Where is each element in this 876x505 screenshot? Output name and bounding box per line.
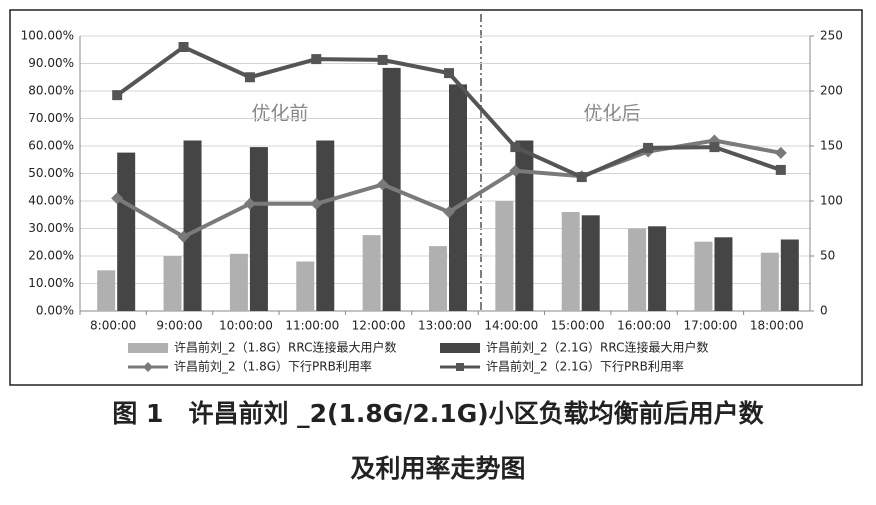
bar — [316, 140, 335, 311]
y-tick-label: 60.00% — [28, 139, 74, 153]
x-tick-label: 10:00:00 — [219, 319, 273, 333]
x-tick-label: 8:00:00 — [90, 319, 136, 333]
y-tick-label: 10.00% — [28, 276, 74, 290]
marker — [310, 197, 323, 210]
marker — [243, 197, 256, 210]
legend-label: 许昌前刘_2（1.8G）下行PRB利用率 — [174, 359, 372, 374]
bar — [515, 140, 534, 311]
marker — [443, 206, 455, 218]
y-tick-label: 50.00% — [28, 166, 74, 180]
bar — [429, 246, 447, 311]
marker — [444, 68, 454, 79]
marker — [509, 164, 522, 177]
annotation: 优化后 — [583, 103, 640, 125]
annotation: 优化前 — [251, 103, 308, 125]
y2-tick-label: 0 — [820, 304, 828, 318]
y2-tick-label: 50 — [820, 249, 835, 263]
marker — [510, 142, 521, 153]
x-tick-label: 14:00:00 — [484, 319, 538, 333]
legend-label: 许昌前刘_2（2.1G）RRC连接最大用户数 — [486, 340, 708, 355]
x-tick-label: 18:00:00 — [750, 319, 804, 333]
x-tick-label: 16:00:00 — [617, 319, 671, 333]
x-tick-label: 12:00:00 — [352, 319, 406, 333]
y2-tick-label: 250 — [820, 29, 843, 43]
caption: 图 1 许昌前刘 _2(1.8G/2.1G)小区负载均衡前后用户数 — [112, 399, 764, 428]
x-tick-label: 15:00:00 — [551, 319, 605, 333]
bar — [581, 215, 600, 311]
bar — [362, 235, 381, 311]
x-tick-label: 9:00:00 — [156, 319, 202, 333]
bar — [561, 212, 580, 311]
marker — [376, 178, 389, 191]
bar — [760, 252, 779, 311]
marker — [643, 142, 654, 153]
bar — [183, 140, 202, 311]
marker — [774, 146, 787, 159]
marker — [244, 72, 255, 83]
marker — [775, 164, 786, 175]
caption: 及利用率走势图 — [350, 454, 525, 483]
y-tick-label: 30.00% — [28, 221, 74, 235]
y-tick-label: 90.00% — [28, 56, 74, 70]
y2-tick-label: 100 — [820, 194, 843, 208]
y-tick-label: 70.00% — [28, 111, 74, 125]
marker — [709, 142, 720, 153]
marker — [177, 230, 190, 243]
bar — [648, 226, 667, 311]
bar — [249, 147, 268, 311]
marker — [111, 192, 124, 205]
bar — [163, 256, 182, 311]
bar — [97, 270, 116, 311]
bar — [780, 239, 799, 311]
y-tick-label: 80.00% — [28, 84, 74, 98]
y-tick-label: 20.00% — [28, 249, 74, 263]
marker — [178, 42, 189, 52]
bar — [229, 253, 248, 311]
marker — [576, 172, 587, 183]
bar — [628, 228, 647, 311]
marker — [112, 90, 123, 101]
bar — [714, 237, 733, 311]
y2-tick-label: 200 — [820, 84, 843, 98]
bar — [495, 201, 514, 311]
y-tick-label: 40.00% — [28, 194, 74, 208]
marker — [311, 54, 322, 65]
x-tick-label: 11:00:00 — [285, 319, 339, 333]
y-tick-label: 0.00% — [36, 304, 74, 318]
x-tick-label: 13:00:00 — [418, 319, 472, 333]
bar — [449, 84, 467, 312]
x-tick-label: 17:00:00 — [684, 319, 738, 333]
y2-tick-label: 150 — [820, 139, 843, 153]
bar — [117, 152, 136, 311]
y-tick-label: 100.00% — [21, 29, 74, 43]
legend-label: 许昌前刘_2（2.1G）下行PRB利用率 — [486, 359, 684, 374]
legend-marker — [143, 362, 153, 372]
chart-frame — [9, 9, 863, 386]
marker — [377, 54, 388, 65]
legend-label: 许昌前刘_2（1.8G）RRC连接最大用户数 — [174, 340, 396, 355]
bar — [694, 241, 713, 311]
bar — [296, 261, 315, 311]
legend-marker — [456, 363, 464, 371]
legend-swatch — [440, 343, 480, 353]
legend-swatch — [128, 343, 168, 353]
